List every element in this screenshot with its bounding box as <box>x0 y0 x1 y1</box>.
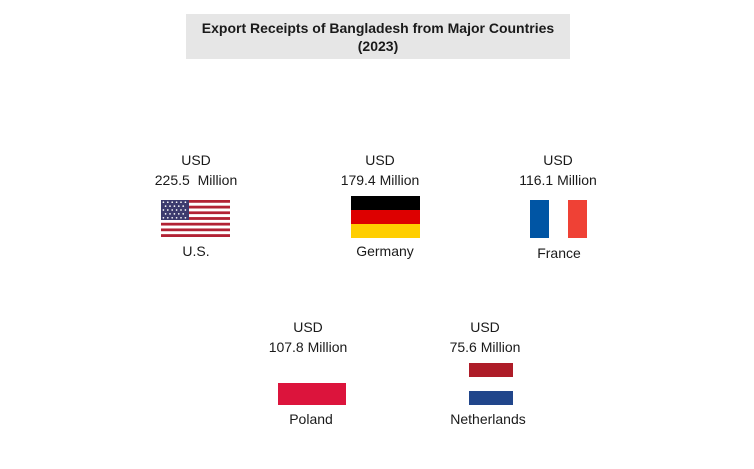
poland-flag <box>278 361 346 405</box>
country-name-germany: Germany <box>356 243 414 259</box>
us-flag-red-stripe <box>161 228 230 232</box>
france-flag <box>530 200 587 238</box>
chart-title: Export Receipts of Bangladesh from Major… <box>201 20 555 36</box>
us-flag-star-icon <box>166 201 169 204</box>
us-flag-red-stripe <box>161 211 230 215</box>
us-flag-white-stripe <box>161 225 230 229</box>
germany-flag <box>351 196 420 238</box>
value-label-germany: 179.4 Million <box>340 172 420 188</box>
us-flag-star-icon <box>173 213 176 215</box>
us-flag-white-stripe <box>161 214 230 218</box>
us-flag-star-icon <box>164 205 167 207</box>
us-flag-white-stripe <box>161 208 230 212</box>
us-flag-red-stripe <box>161 217 230 220</box>
country-card-us: USD 225.5 Million <box>116 150 276 190</box>
country-name-us: U.S. <box>182 243 210 259</box>
us-flag-star-icon <box>173 205 176 207</box>
value-label-poland: 107.8 Million <box>268 339 348 355</box>
us-flag-red-stripe <box>161 222 230 226</box>
country-card-germany: USD 179.4 Million <box>300 150 460 190</box>
us-flag-star-icon <box>184 201 187 204</box>
currency-label: USD <box>470 319 500 335</box>
us-flag-white-stripe <box>161 231 230 235</box>
us-flag-star-icon <box>180 216 182 219</box>
currency-label: USD <box>543 152 573 168</box>
us-flag-star-icon <box>182 213 185 215</box>
us-flag-white-stripe <box>161 219 230 223</box>
us-flag-star-icon <box>182 205 185 207</box>
country-name-netherlands: Netherlands <box>450 411 526 427</box>
us-flag-star-icon <box>171 201 174 204</box>
us-flag-red-stripe <box>161 205 230 209</box>
france-flag-red-band <box>568 200 587 238</box>
currency-label: USD <box>181 152 211 168</box>
us-flag-stripes <box>161 200 230 237</box>
us-flag-star-icon <box>166 216 169 219</box>
us-flag-star-icon <box>184 209 187 211</box>
us-flag-star-icon <box>169 213 171 215</box>
us-flag-canton <box>161 200 189 220</box>
poland-flag-red-band <box>278 383 346 405</box>
us-flag <box>161 200 230 237</box>
us-flag-star-icon <box>177 213 180 215</box>
value-label-us: 225.5 Million <box>154 172 238 188</box>
us-flag-star-icon <box>164 213 167 215</box>
us-flag-star-icon <box>171 209 174 211</box>
country-card-netherlands: USD 75.6 Million <box>405 317 565 357</box>
netherlands-flag-white-band <box>469 377 513 391</box>
us-flag-star-icon <box>175 216 178 219</box>
france-flag-blue-band <box>530 200 549 238</box>
us-flag-star-icon <box>180 201 182 204</box>
us-flag-star-icon <box>171 216 174 219</box>
us-flag-star-icon <box>184 216 187 219</box>
country-name-poland: Poland <box>289 411 333 427</box>
us-flag-star-icon <box>169 205 171 207</box>
germany-flag-black-band <box>351 196 420 210</box>
france-flag-white-band <box>549 200 568 238</box>
us-flag-star-icon <box>175 201 178 204</box>
country-name-france: France <box>537 245 581 261</box>
value-label-france: 116.1 Million <box>519 172 597 188</box>
us-flag-star-icon <box>162 201 165 204</box>
germany-flag-red-band <box>351 210 420 224</box>
us-flag-white-stripe <box>161 202 230 206</box>
currency-label: USD <box>365 152 395 168</box>
country-card-france: USD 116.1 Million <box>478 150 638 190</box>
netherlands-flag-blue-band <box>469 391 513 405</box>
poland-flag-white-band <box>278 361 346 383</box>
netherlands-flag <box>469 363 513 405</box>
us-flag-star-icon <box>166 209 169 211</box>
netherlands-flag-red-band <box>469 363 513 377</box>
us-flag-stars <box>162 201 187 219</box>
us-flag-star-icon <box>180 209 182 211</box>
chart-subtitle: (2023) <box>357 38 399 54</box>
us-flag-star-icon <box>162 209 165 211</box>
us-flag-red-stripe <box>161 234 230 237</box>
us-flag-star-icon <box>162 216 165 219</box>
country-card-poland: USD 107.8 Million <box>228 317 388 357</box>
currency-label: USD <box>293 319 323 335</box>
germany-flag-gold-band <box>351 224 420 238</box>
us-flag-star-icon <box>177 205 180 207</box>
chart-title-box: Export Receipts of Bangladesh from Major… <box>186 14 570 59</box>
value-label-netherlands: 75.6 Million <box>449 339 521 355</box>
us-flag-star-icon <box>175 209 178 211</box>
us-flag-red-stripe <box>161 200 230 203</box>
